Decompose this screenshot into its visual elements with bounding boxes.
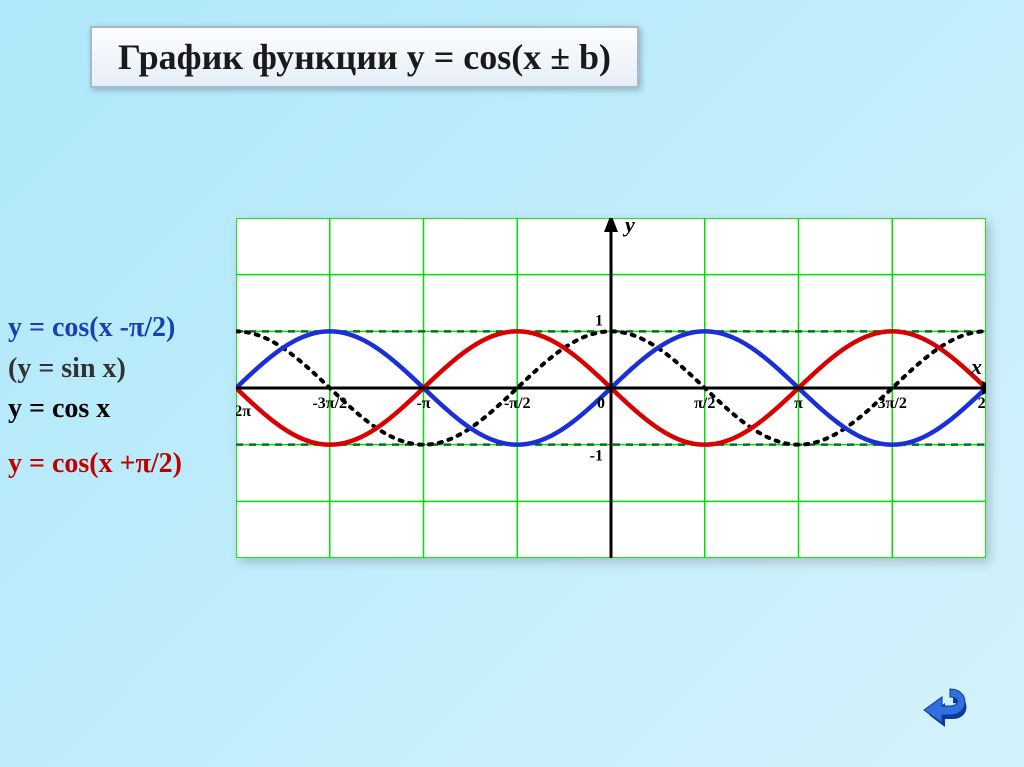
- page-title: График функции y = cos(x ± b): [90, 26, 639, 88]
- svg-text:1: 1: [595, 312, 603, 329]
- svg-text:-2π: -2π: [236, 403, 251, 420]
- svg-text:-π/2: -π/2: [504, 395, 531, 412]
- chart-container: -2π-3π/2-π-π/20π/2π3π/22π1-1yx: [236, 218, 986, 558]
- svg-text:2π: 2π: [978, 395, 986, 412]
- svg-text:3π/2: 3π/2: [878, 395, 907, 412]
- legend: y = cos(x -π/2) (y = sin x) y = cos x y …: [8, 308, 182, 484]
- legend-blue: y = cos(x -π/2): [8, 308, 182, 349]
- svg-text:-π: -π: [416, 395, 430, 412]
- return-button[interactable]: [920, 679, 976, 729]
- return-icon: [920, 679, 976, 729]
- legend-sin: (y = sin x): [8, 349, 182, 390]
- svg-text:x: x: [970, 354, 982, 379]
- svg-text:π/2: π/2: [694, 395, 715, 412]
- svg-text:π: π: [794, 395, 803, 412]
- cosine-chart: -2π-3π/2-π-π/20π/2π3π/22π1-1yx: [236, 218, 986, 558]
- legend-black: y = cos x: [8, 389, 182, 430]
- legend-red: y = cos(x +π/2): [8, 444, 182, 485]
- svg-text:-1: -1: [590, 448, 603, 465]
- svg-text:-3π/2: -3π/2: [312, 395, 347, 412]
- svg-text:0: 0: [597, 395, 605, 412]
